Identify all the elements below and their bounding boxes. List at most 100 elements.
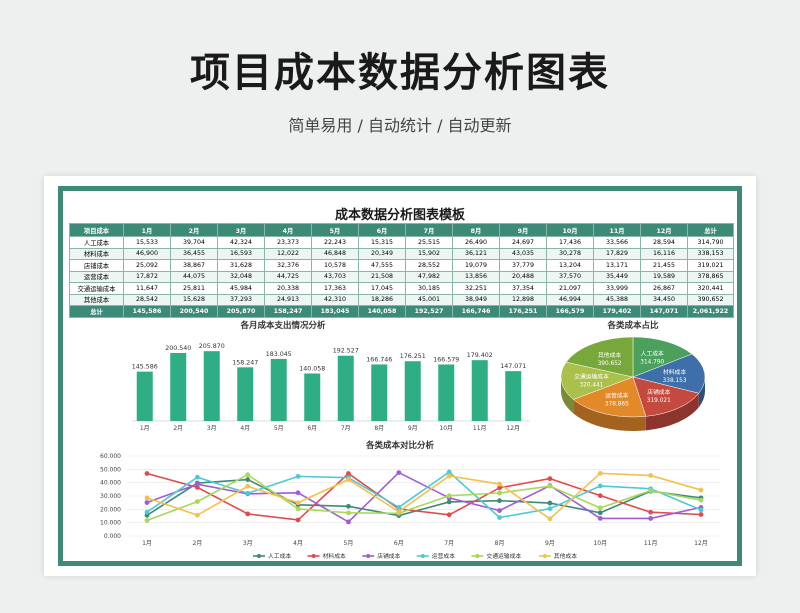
table-cell: 42,310	[311, 293, 359, 306]
page-subtitle: 简单易用 / 自动统计 / 自动更新	[288, 116, 512, 135]
table-cell: 22,243	[311, 236, 359, 249]
data-point	[597, 510, 603, 516]
pie-slice-name: 店铺成本	[647, 388, 670, 396]
table-row: 其他成本 28,542 15,628 37,293 24,913 42,310 18,286…	[69, 293, 734, 306]
pie-slice-side	[561, 377, 574, 414]
data-point	[497, 481, 502, 487]
table-cell: 45,388	[593, 293, 641, 306]
table-cell: 319,021	[687, 259, 734, 272]
y-tick-label: 40.000	[100, 480, 121, 487]
table-cell: 17,872	[123, 270, 171, 283]
line-chart-title: 各类成本对比分析	[365, 440, 435, 451]
table-cell: 47,555	[358, 259, 406, 272]
table-cell: 运营成本	[69, 270, 124, 283]
data-point	[194, 481, 200, 487]
bar-category-label: 9月	[408, 425, 418, 432]
bar-category-label: 2月	[173, 425, 183, 432]
data-point	[698, 507, 704, 513]
data-point	[698, 487, 704, 493]
pie-slice-value: 390.652	[598, 361, 622, 367]
table-header-cell: 8月	[452, 223, 500, 237]
pie-slice-name: 材料成本	[663, 368, 686, 376]
bar-category-label: 8月	[374, 425, 384, 432]
spreadsheet-card: 成本数据分析图表模板 项目成本 1月 2月 3月 4月 5月 6月 7月 8月 9月 10月 11月 1…	[44, 176, 756, 576]
legend-marker	[257, 554, 261, 558]
page-title: 项目成本数据分析图表	[190, 50, 610, 96]
table-cell: 36,121	[452, 247, 500, 260]
data-point	[547, 476, 553, 482]
table-total-cell: 145,586	[123, 305, 171, 318]
bar-value-label: 140.058	[299, 366, 325, 373]
table-cell: 37,293	[217, 293, 265, 306]
legend-marker	[420, 554, 425, 558]
pie-slice-name: 其他成本	[598, 351, 621, 359]
data-point	[144, 500, 150, 505]
table-header-cell: 项目成本	[69, 223, 124, 237]
table-cell: 320,441	[687, 282, 734, 295]
table-cell: 45,001	[405, 293, 453, 306]
table-cell: 44,075	[170, 270, 218, 283]
bar	[270, 358, 287, 421]
bar-value-label: 179.402	[467, 352, 493, 359]
table-total-cell: 158,247	[264, 305, 312, 318]
table-cell: 37,354	[499, 282, 547, 295]
table-cell: 20,488	[499, 270, 547, 283]
table-cell: 20,349	[358, 247, 406, 260]
table-cell: 21,508	[358, 270, 406, 283]
data-point	[396, 470, 402, 475]
table-cell: 17,363	[311, 282, 359, 295]
table-cell: 338,153	[687, 247, 734, 260]
table-cell: 30,185	[405, 282, 453, 295]
table-header-cell: 9月	[499, 223, 547, 237]
table-cell: 31,628	[217, 259, 265, 272]
monthly-cost-bar-chart: 各月成本支出情况分析 145.586 1月 200.540 2月 205.870 3月 158…	[132, 320, 530, 432]
pie-slice-name: 人工成本	[641, 349, 664, 357]
table-cell: 378,865	[687, 270, 734, 283]
table-total-cell: 200,540	[170, 305, 218, 318]
bar-category-label: 3月	[207, 425, 217, 432]
bar-value-label: 158.247	[232, 359, 258, 366]
table-total-cell: 166,746	[452, 305, 500, 318]
bar	[170, 352, 187, 421]
table-cell: 15,315	[358, 236, 406, 249]
table-cell: 15,533	[123, 236, 171, 249]
pie-slice-name: 交通运输成本	[574, 372, 609, 380]
data-point	[497, 490, 502, 496]
table-cell: 42,324	[217, 236, 265, 249]
bar-value-label: 176.251	[400, 353, 426, 360]
cost-comparison-line-chart: 各类成本对比分析 0.000 10.000 20.000 30.000 40.000 50.…	[100, 440, 721, 560]
table-cell: 32,048	[217, 270, 265, 283]
table-cell: 37,570	[546, 270, 594, 283]
table-header-cell: 5月	[311, 223, 359, 237]
table-cell: 25,515	[405, 236, 453, 249]
pie-slice	[632, 353, 706, 394]
table-row: 运营成本 17,872 44,075 32,048 44,725 43,703 21,508…	[69, 270, 734, 283]
bar-value-label: 192.527	[333, 348, 359, 355]
bar-value-label: 205.870	[199, 343, 225, 350]
data-point	[245, 511, 251, 517]
table-cell: 26,867	[640, 282, 688, 295]
y-tick-label: 30.000	[100, 493, 121, 500]
pie-slice-name: 运营成本	[605, 391, 628, 399]
data-point	[194, 499, 200, 504]
bar-value-label: 183.045	[266, 351, 292, 358]
data-point	[446, 512, 452, 518]
bar-chart-title: 各月成本支出情况分析	[239, 320, 326, 331]
data-point	[144, 495, 150, 501]
table-cell: 33,566	[593, 236, 641, 249]
data-point	[295, 490, 301, 496]
legend-label: 人工成本	[268, 552, 291, 560]
table-cell: 43,703	[311, 270, 359, 283]
pie-slice-value: 338.153	[663, 378, 687, 384]
legend-marker	[366, 554, 371, 558]
cost-data-table: 项目成本 1月 2月 3月 4月 5月 6月 7月 8月 9月 10月 11月 12月 总计 人工成本 15…	[69, 223, 734, 318]
table-body: 人工成本 15,533 39,704 42,324 23,373 22,243 15,315…	[69, 236, 734, 306]
table-total-cell: 166,579	[546, 305, 594, 318]
pie-slice-side	[645, 393, 699, 431]
data-point	[396, 504, 402, 510]
bar	[471, 360, 488, 421]
data-point	[698, 497, 704, 503]
table-cell: 23,373	[264, 236, 312, 249]
bar-category-label: 7月	[341, 425, 351, 432]
